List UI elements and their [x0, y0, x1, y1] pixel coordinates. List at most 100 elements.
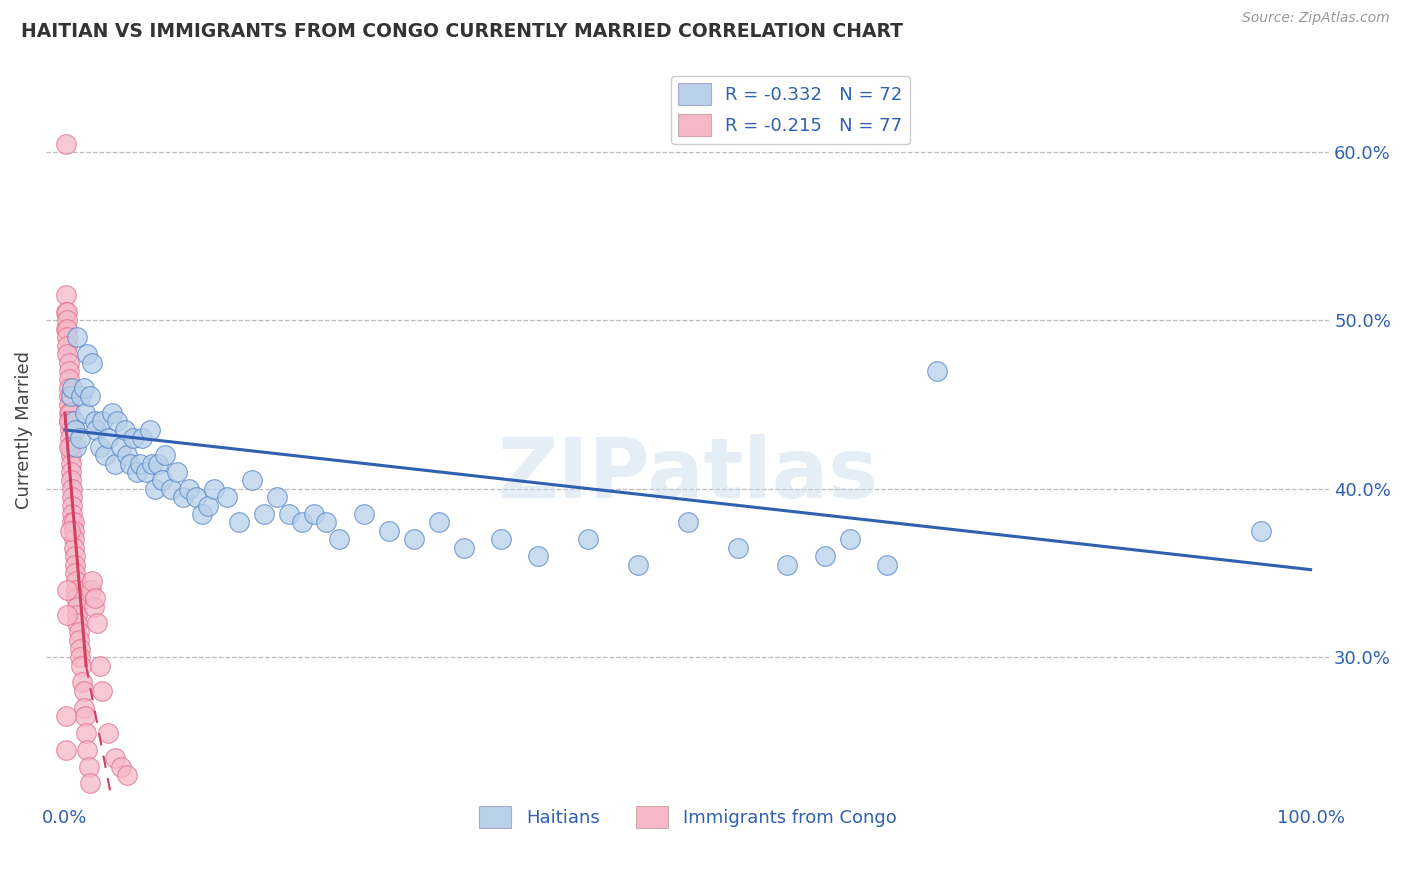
Point	[77, 759, 100, 773]
Point	[60, 482, 83, 496]
Text: ZIPatlas: ZIPatlas	[498, 434, 879, 515]
Point	[60, 507, 83, 521]
Point	[453, 541, 475, 555]
Point	[79, 776, 101, 790]
Point	[110, 759, 132, 773]
Point	[159, 482, 181, 496]
Point	[63, 558, 86, 572]
Point	[55, 288, 77, 302]
Point	[67, 633, 90, 648]
Point	[58, 398, 80, 412]
Point	[115, 768, 138, 782]
Point	[427, 516, 450, 530]
Point	[69, 641, 91, 656]
Point	[91, 683, 114, 698]
Point	[60, 440, 83, 454]
Legend: Haitians, Immigrants from Congo: Haitians, Immigrants from Congo	[472, 799, 904, 836]
Point	[60, 448, 83, 462]
Point	[138, 423, 160, 437]
Point	[73, 709, 96, 723]
Point	[266, 490, 288, 504]
Point	[62, 516, 84, 530]
Point	[278, 507, 301, 521]
Point	[60, 465, 83, 479]
Point	[56, 313, 79, 327]
Point	[63, 566, 86, 580]
Point	[627, 558, 650, 572]
Point	[110, 440, 132, 454]
Point	[60, 474, 83, 488]
Point	[56, 330, 79, 344]
Point	[73, 406, 96, 420]
Point	[378, 524, 401, 538]
Point	[527, 549, 550, 563]
Point	[101, 406, 124, 420]
Point	[59, 415, 82, 429]
Point	[65, 440, 87, 454]
Point	[153, 448, 176, 462]
Point	[56, 608, 79, 623]
Point	[489, 533, 512, 547]
Point	[97, 431, 120, 445]
Point	[58, 372, 80, 386]
Point	[62, 541, 84, 555]
Point	[86, 616, 108, 631]
Point	[302, 507, 325, 521]
Point	[166, 465, 188, 479]
Point	[59, 431, 82, 445]
Point	[228, 516, 250, 530]
Point	[150, 474, 173, 488]
Point	[59, 524, 82, 538]
Point	[60, 457, 83, 471]
Point	[58, 364, 80, 378]
Point	[127, 465, 149, 479]
Point	[76, 742, 98, 756]
Point	[89, 658, 111, 673]
Point	[63, 423, 86, 437]
Point	[62, 415, 84, 429]
Point	[84, 423, 107, 437]
Point	[59, 423, 82, 437]
Point	[89, 440, 111, 454]
Point	[65, 591, 87, 606]
Point	[65, 582, 87, 597]
Point	[1250, 524, 1272, 538]
Point	[58, 415, 80, 429]
Point	[67, 624, 90, 639]
Point	[58, 440, 80, 454]
Point	[253, 507, 276, 521]
Point	[202, 482, 225, 496]
Point	[82, 574, 104, 589]
Point	[60, 381, 83, 395]
Point	[69, 431, 91, 445]
Point	[135, 465, 157, 479]
Point	[143, 482, 166, 496]
Point	[814, 549, 837, 563]
Point	[56, 339, 79, 353]
Point	[56, 347, 79, 361]
Point	[727, 541, 749, 555]
Point	[56, 322, 79, 336]
Point	[315, 516, 337, 530]
Point	[60, 389, 83, 403]
Point	[179, 482, 201, 496]
Point	[58, 355, 80, 369]
Point	[60, 490, 83, 504]
Point	[141, 457, 163, 471]
Point	[114, 423, 136, 437]
Point	[402, 533, 425, 547]
Point	[56, 582, 79, 597]
Point	[58, 415, 80, 429]
Point	[72, 381, 94, 395]
Point	[172, 490, 194, 504]
Point	[59, 406, 82, 420]
Point	[66, 616, 89, 631]
Point	[65, 574, 87, 589]
Point	[72, 675, 94, 690]
Point	[328, 533, 350, 547]
Point	[55, 305, 77, 319]
Point	[91, 415, 114, 429]
Point	[104, 751, 127, 765]
Point	[58, 406, 80, 420]
Point	[55, 709, 77, 723]
